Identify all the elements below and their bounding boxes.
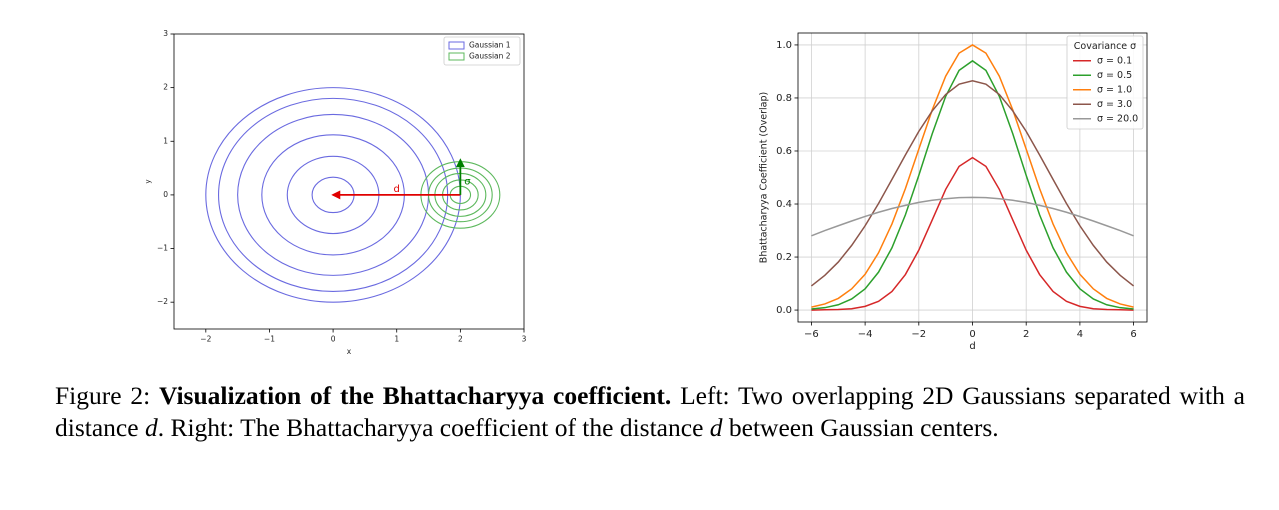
- caption: Figure 2: Visualization of the Bhattacha…: [55, 380, 1245, 444]
- x-tick-label: 0: [969, 329, 975, 340]
- x-tick-label: −4: [858, 329, 873, 340]
- x-tick-label: −2: [200, 334, 211, 343]
- caption-part: d: [144, 413, 158, 442]
- x-tick-label: 2: [1023, 329, 1029, 340]
- line-series: [810, 79, 1135, 287]
- x-tick-label: 0: [331, 334, 336, 343]
- y-tick-label: −1: [157, 244, 168, 253]
- y-tick-label: 3: [163, 29, 168, 38]
- legend-title: Covariance σ: [1074, 41, 1136, 52]
- line-series: [811, 196, 1134, 237]
- caption-part: Figure 2:: [55, 381, 159, 410]
- x-tick-label: 4: [1077, 329, 1083, 340]
- line-series: [811, 156, 1134, 311]
- line-series: [811, 44, 1134, 308]
- x-tick-label: −2: [911, 329, 926, 340]
- legend-label: σ = 1.0: [1097, 84, 1132, 95]
- legend-box: [1066, 35, 1144, 130]
- legend-box: [443, 36, 521, 66]
- y-tick-label: 0.2: [776, 252, 792, 263]
- line-series: [811, 59, 1134, 310]
- legend-label: Gaussian 2: [469, 52, 511, 61]
- y-tick-label: 1: [163, 136, 168, 145]
- x-tick-label: 6: [1130, 329, 1136, 340]
- y-tick-label: 0: [163, 190, 168, 199]
- caption-part: Left: Two overlapping 2D Gaussians separ…: [55, 381, 1245, 442]
- x-axis-label: d: [969, 341, 975, 352]
- x-axis-label: x: [347, 347, 352, 356]
- legend-label: σ = 0.1: [1097, 55, 1132, 66]
- y-tick-label: 0.6: [776, 146, 792, 157]
- x-tick-label: −1: [264, 334, 275, 343]
- plot-frame: [797, 32, 1148, 323]
- figure: −2 −1 0 1 2 3 −2 −1 0 1 2 3 x y d σ Gaussian 1 Gaussian 2…: [143, 29, 1148, 356]
- y-tick-label: 1.0: [776, 40, 792, 51]
- legend-swatch: [448, 41, 465, 50]
- x-tick-label: 1: [394, 334, 399, 343]
- y-tick-label: 0.0: [776, 305, 792, 316]
- y-axis-label: Bhattacharyya Coefficient (Overlap): [759, 92, 770, 263]
- x-tick-label: 3: [522, 334, 527, 343]
- y-tick-label: 0.8: [776, 93, 792, 104]
- y-tick-label: 2: [163, 83, 168, 92]
- caption-part: between Gaussian centers.: [722, 413, 999, 442]
- arrow-label: σ: [464, 176, 471, 187]
- legend-swatch: [448, 52, 465, 61]
- x-tick-label: 2: [458, 334, 463, 343]
- caption-part: d: [709, 413, 723, 442]
- y-tick-label: −2: [157, 297, 168, 306]
- arrow-label: d: [394, 184, 400, 195]
- y-axis-label: y: [143, 179, 152, 183]
- y-tick-label: 0.4: [776, 199, 792, 210]
- legend-label: σ = 0.5: [1097, 70, 1132, 81]
- x-tick-label: −6: [804, 329, 819, 340]
- legend-label: σ = 20.0: [1097, 113, 1138, 124]
- legend-label: Gaussian 1: [469, 41, 511, 50]
- caption-part: Visualization of the Bhattacharyya coeff…: [159, 381, 672, 410]
- plot-frame: [173, 33, 525, 330]
- legend-label: σ = 3.0: [1097, 99, 1132, 110]
- caption-part: . Right: The Bhattacharyya coefficient o…: [157, 413, 710, 442]
